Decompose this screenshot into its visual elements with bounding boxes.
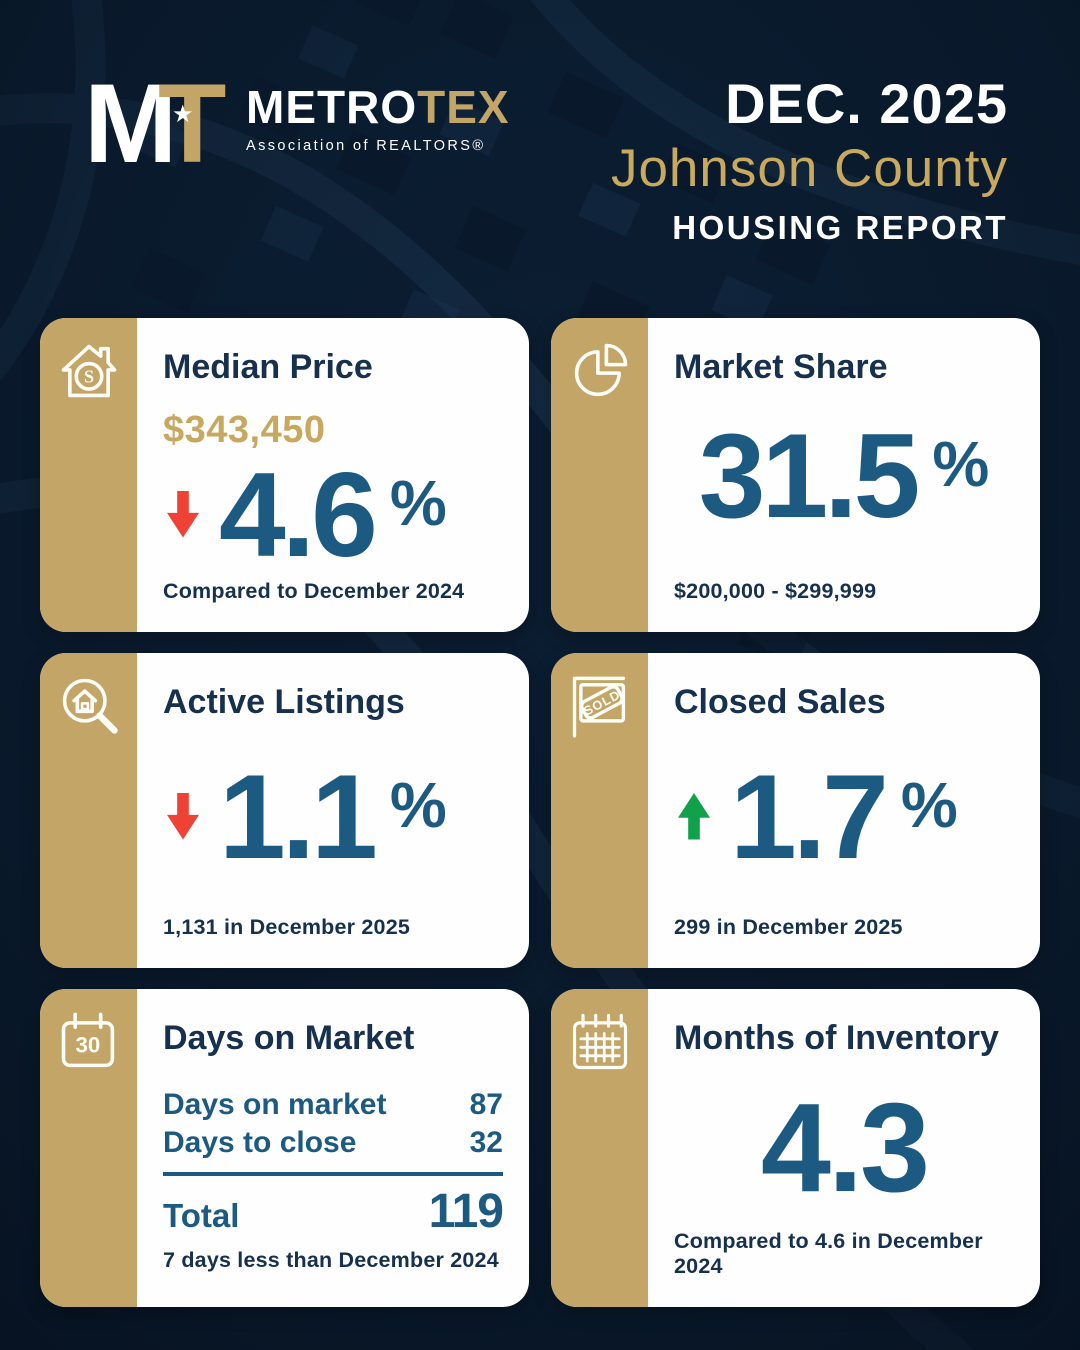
change-row: 1.7 %: [674, 750, 1014, 885]
row-value: 32: [469, 1126, 503, 1160]
sold-sign-icon: SOLD: [566, 672, 634, 740]
house-search-icon: [55, 672, 123, 740]
report-date: DEC. 2025: [725, 72, 1008, 135]
table-total-row: Total 119: [163, 1184, 504, 1239]
down-arrow-icon: [167, 793, 199, 840]
down-arrow-icon: [167, 491, 199, 538]
percent-sign: %: [932, 428, 990, 501]
card-footnote: Compared to December 2024: [163, 579, 465, 603]
row-label: Days on market: [163, 1088, 387, 1122]
percent-change-value: 1.7: [730, 750, 889, 885]
report-heading: DEC. 2025 Johnson County HOUSING REPORT: [610, 72, 1008, 246]
inventory-value: 4.3: [760, 1077, 930, 1219]
card-content: Closed Sales 1.7 % 299 in December 2025: [674, 653, 1014, 968]
card-title: Days on Market: [163, 1019, 415, 1057]
brand-name-metro: METRO: [246, 81, 418, 133]
report-county: Johnson County: [610, 139, 1008, 198]
metrotex-logo-text: METROTEX Association of REALTORS®: [246, 84, 510, 154]
card-median-price: S Median Price $343,450 4.6 % Compared t…: [40, 318, 529, 632]
median-price-value: $343,450: [163, 409, 326, 452]
card-title: Active Listings: [163, 683, 405, 721]
brand-name: METROTEX: [246, 84, 510, 130]
percent-change-value: 4.6: [219, 448, 378, 583]
calendar-30-icon: 30: [55, 1008, 123, 1076]
total-value: 119: [428, 1185, 504, 1239]
card-market-share: Market Share 31.5 % $200,000 - $299,999: [551, 318, 1040, 632]
change-row: 4.6 %: [163, 448, 503, 583]
total-label: Total: [163, 1197, 240, 1235]
percent-sign: %: [900, 769, 958, 842]
gold-stripe: [551, 653, 648, 968]
card-content: Active Listings 1.1 % 1,131 in December …: [163, 653, 503, 968]
table-row: Days on market 87: [163, 1086, 503, 1124]
texas-star-icon: ★: [172, 101, 194, 128]
card-active-listings: Active Listings 1.1 % 1,131 in December …: [40, 653, 529, 968]
card-months-of-inventory: Months of Inventory 4.3 Compared to 4.6 …: [551, 989, 1040, 1307]
card-footnote: $200,000 - $299,999: [674, 579, 877, 603]
logo-letter-t: T: [158, 61, 227, 186]
card-footnote: Compared to 4.6 in December 2024: [674, 1229, 983, 1278]
share-row: 31.5 %: [674, 409, 1014, 544]
card-footnote: 7 days less than December 2024: [163, 1248, 499, 1272]
percent-sign: %: [389, 467, 447, 540]
gold-stripe: [40, 318, 137, 632]
calendar-day-number: 30: [76, 1033, 101, 1058]
pie-chart-icon: [566, 337, 634, 405]
card-footnote: 1,131 in December 2025: [163, 915, 411, 939]
calendar-grid-icon: [566, 1008, 634, 1076]
card-title: Closed Sales: [674, 683, 886, 721]
card-content: Median Price $343,450 4.6 % Compared to …: [163, 318, 503, 632]
card-content: Months of Inventory 4.3 Compared to 4.6 …: [674, 989, 1014, 1307]
dollar-s-glyph: S: [84, 367, 94, 387]
row-value: 87: [469, 1088, 503, 1122]
brand-name-tex: TEX: [417, 81, 510, 133]
market-share-value: 31.5: [698, 409, 921, 544]
card-content: Market Share 31.5 % $200,000 - $299,999: [674, 318, 1014, 632]
card-title: Median Price: [163, 348, 373, 386]
percent-sign: %: [389, 769, 447, 842]
table-row: Days to close 32: [163, 1124, 503, 1162]
house-dollar-icon: S: [55, 337, 123, 405]
logo-letter-m: M: [84, 61, 178, 186]
table-divider: [163, 1172, 503, 1177]
percent-change-value: 1.1: [219, 750, 378, 885]
report-title: HOUSING REPORT: [672, 209, 1008, 246]
card-closed-sales: SOLD Closed Sales 1.7 % 299 in December …: [551, 653, 1040, 968]
brand-tagline: Association of REALTORS®: [246, 138, 486, 154]
days-table: Days on market 87 Days to close 32 Total…: [163, 1086, 504, 1239]
change-row: 1.1 %: [163, 750, 503, 885]
row-label: Days to close: [163, 1126, 357, 1160]
card-days-on-market: 30 Days on Market Days on market 87 Days…: [40, 989, 529, 1307]
up-arrow-icon: [678, 793, 710, 840]
stat-card-grid: S Median Price $343,450 4.6 % Compared t…: [40, 318, 1040, 1307]
header: M T ★ METROTEX Association of REALTORS® …: [0, 0, 1080, 300]
card-footnote: 299 in December 2025: [674, 915, 903, 939]
card-title: Market Share: [674, 348, 888, 386]
gold-stripe: [551, 989, 648, 1307]
metrotex-logo-mark: M T ★: [84, 61, 234, 186]
card-content: Days on Market Days on market 87 Days to…: [163, 989, 504, 1307]
metrotex-logo: M T ★ METROTEX Association of REALTORS®: [84, 61, 510, 186]
card-title: Months of Inventory: [674, 1019, 999, 1057]
gold-stripe: [40, 989, 137, 1307]
